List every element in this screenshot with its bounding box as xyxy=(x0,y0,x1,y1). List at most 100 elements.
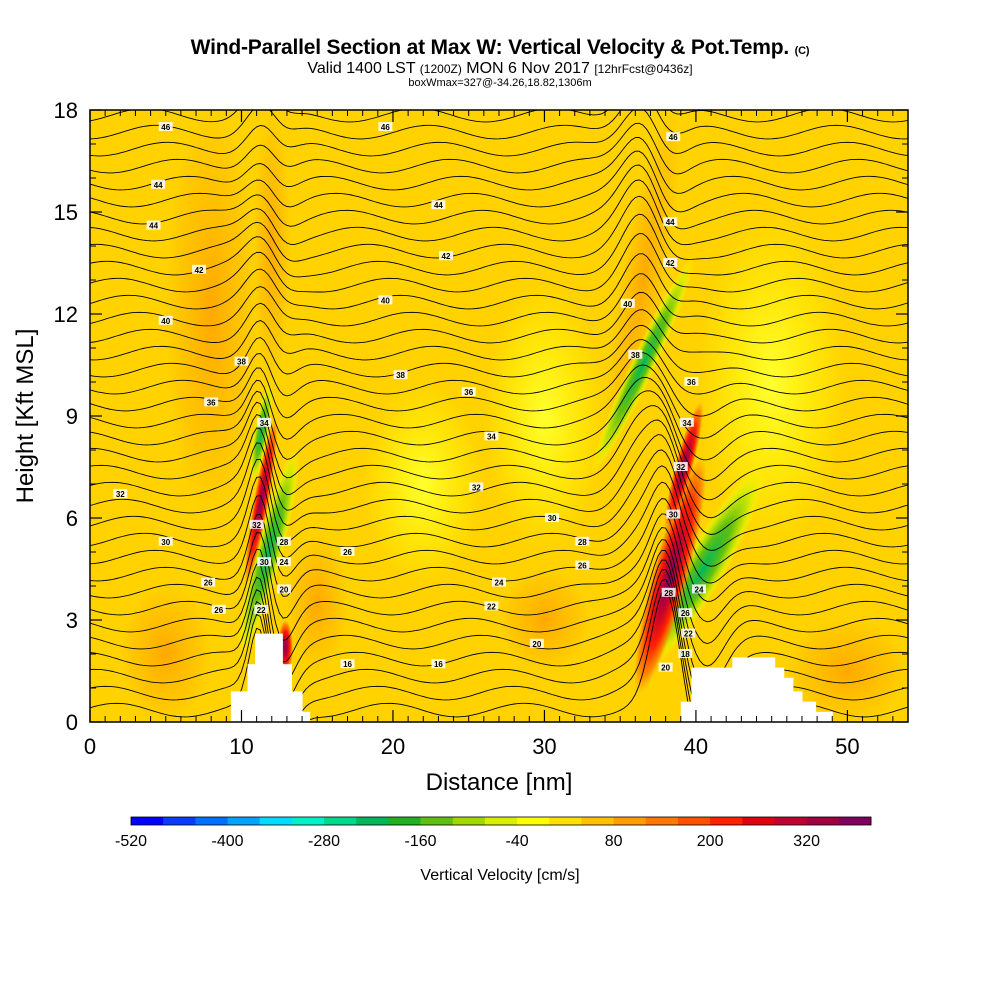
contour-label: 32 xyxy=(472,483,481,492)
contour-label-bg xyxy=(249,519,264,529)
theta-contour-line xyxy=(90,253,908,310)
contour-label: 20 xyxy=(532,640,541,649)
contour-label-bg xyxy=(461,387,476,397)
colorbar-swatch xyxy=(742,817,775,825)
contour-label-bg xyxy=(628,349,643,359)
contour-label: 28 xyxy=(279,538,288,547)
colorbar-swatch xyxy=(291,817,325,825)
theta-contour-labels: 32 44 44 46 30 40 42 36 26 26 38 34 32 30 22 28 24 20 26 16… xyxy=(113,122,706,673)
theta-contour-line xyxy=(90,434,908,535)
contour-label-bg xyxy=(492,577,506,587)
theta-contour-line xyxy=(90,137,908,194)
contour-label-bg xyxy=(158,315,173,325)
theta-contour-line xyxy=(90,273,908,327)
contour-label-bg xyxy=(431,200,446,210)
contour-label: 38 xyxy=(237,358,246,367)
y-tick-label: 9 xyxy=(66,404,78,429)
colorbar-swatch xyxy=(356,817,389,825)
terrain-block xyxy=(783,677,794,722)
theta-contour-line xyxy=(90,150,908,213)
contour-label: 46 xyxy=(381,123,390,132)
contour-label-bg xyxy=(276,557,291,567)
contour-label: 44 xyxy=(154,181,163,190)
velocity-region xyxy=(165,110,257,518)
contour-label-bg xyxy=(146,220,161,230)
contour-label-bg xyxy=(431,659,446,669)
theta-contour-line xyxy=(90,539,908,667)
x-tick-label: 20 xyxy=(381,734,405,759)
contour-label: 40 xyxy=(623,300,632,309)
contour-label: 42 xyxy=(195,266,204,275)
contour-label: 30 xyxy=(260,558,269,567)
colorbar-swatch xyxy=(484,817,518,825)
theta-contour-line xyxy=(90,549,908,689)
colorbar-tick-label: -280 xyxy=(308,833,340,850)
velocity-field xyxy=(120,110,908,722)
colorbar-tick-label: -520 xyxy=(115,833,147,850)
colorbar-swatch xyxy=(581,817,615,825)
terrain-block xyxy=(680,701,692,722)
contour-label: 32 xyxy=(676,463,685,472)
contour-label: 22 xyxy=(257,606,266,615)
theta-contour-line xyxy=(90,110,908,140)
terrain-block xyxy=(282,664,292,722)
colorbar-swatch xyxy=(774,817,808,825)
title-main: Wind-Parallel Section at Max W: Vertical… xyxy=(190,36,790,59)
contour-label-bg xyxy=(678,608,693,618)
theta-contour-line xyxy=(90,405,908,501)
contour-label-bg xyxy=(211,604,226,614)
colorbar-swatch xyxy=(613,817,647,825)
contour-label-bg xyxy=(234,356,249,366)
contour-label-bg xyxy=(678,649,693,658)
theta-contour-line xyxy=(90,339,908,397)
theta-contour-line xyxy=(90,291,908,344)
colorbar-swatch xyxy=(838,817,872,825)
theta-contour-line xyxy=(90,164,908,230)
contour-label-bg xyxy=(257,557,272,567)
contour-label-bg xyxy=(378,295,393,305)
y-tick-label: 0 xyxy=(66,710,78,735)
x-tick-label: 10 xyxy=(229,734,253,759)
velocity-region xyxy=(633,457,707,695)
theta-contour-line xyxy=(90,325,908,378)
contour-label-bg xyxy=(681,628,696,638)
contour-label-bg xyxy=(484,601,499,611)
velocity-region xyxy=(695,212,848,552)
contour-label: 18 xyxy=(681,650,690,659)
contour-label: 24 xyxy=(279,558,288,567)
theta-contour-line xyxy=(90,195,908,262)
terrain-block xyxy=(792,691,803,722)
contour-label-bg xyxy=(276,536,291,546)
contour-label: 32 xyxy=(252,521,261,530)
valid-utc: (1200Z) xyxy=(419,62,462,76)
contour-label: 26 xyxy=(343,548,352,557)
contour-label-bg xyxy=(658,662,673,672)
contour-label: 34 xyxy=(682,419,691,428)
colorbar-swatch xyxy=(388,817,421,825)
contour-label: 40 xyxy=(161,317,170,326)
contour-label-bg xyxy=(257,417,272,427)
theta-contour-line xyxy=(90,419,908,519)
contour-label: 44 xyxy=(149,222,158,231)
velocity-region xyxy=(605,112,680,448)
colorbar-tick-label: 80 xyxy=(605,833,623,850)
terrain-block xyxy=(815,711,833,722)
x-axis-label: Distance [nm] xyxy=(426,769,573,796)
contour-label: 38 xyxy=(631,351,640,360)
theta-contour-line xyxy=(90,110,908,157)
theta-contour-line xyxy=(90,364,908,440)
x-tick-label: 30 xyxy=(532,734,556,759)
contour-label-bg xyxy=(340,659,355,669)
contour-label-bg xyxy=(620,298,635,308)
valid-date: MON 6 Nov 2017 xyxy=(466,60,590,77)
theta-contour-line xyxy=(90,309,908,361)
contour-label-bg xyxy=(545,513,560,522)
contour-label-bg xyxy=(158,122,173,131)
contour-label-bg xyxy=(201,577,216,587)
colorbar-tick-label: 320 xyxy=(793,833,820,850)
x-tick-label: 0 xyxy=(84,734,96,759)
terrain-block xyxy=(247,664,259,722)
contour-label-bg xyxy=(340,547,355,556)
